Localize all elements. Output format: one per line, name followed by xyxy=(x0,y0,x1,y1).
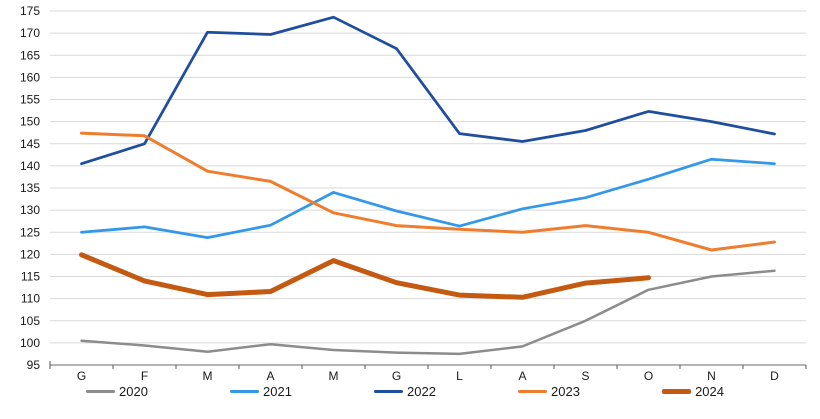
x-axis-label: M xyxy=(203,369,213,383)
legend-label: 2021 xyxy=(263,384,292,399)
legend-item-2022: 2022 xyxy=(374,384,436,399)
y-axis-label: 110 xyxy=(21,292,40,306)
y-axis-label: 115 xyxy=(21,270,40,284)
legend-label: 2020 xyxy=(119,384,148,399)
y-axis-label: 165 xyxy=(20,48,40,62)
legend-item-2024: 2024 xyxy=(662,384,724,399)
x-axis-label: N xyxy=(707,369,716,383)
x-axis-label: F xyxy=(141,369,148,383)
y-axis-label: 120 xyxy=(20,247,40,261)
series-line-2020 xyxy=(80,269,776,356)
y-axis-label: 125 xyxy=(20,225,40,239)
legend-swatch-2022 xyxy=(374,390,404,393)
legend-swatch-2024 xyxy=(662,389,692,394)
series-line-2023 xyxy=(80,131,776,252)
x-axis-label: A xyxy=(518,369,526,383)
x-axis-label: A xyxy=(266,369,274,383)
series-line-2021 xyxy=(80,157,776,239)
y-axis-label: 135 xyxy=(20,181,40,195)
legend-item-2020: 2020 xyxy=(86,384,148,399)
x-axis-label: S xyxy=(581,369,589,383)
legend-swatch-2021 xyxy=(230,390,260,393)
x-axis-label: G xyxy=(77,369,86,383)
legend-swatch-2020 xyxy=(86,390,115,393)
y-axis-label: 175 xyxy=(20,4,40,18)
legend-item-2021: 2021 xyxy=(230,384,292,399)
x-axis-label: M xyxy=(329,369,339,383)
x-axis-label: D xyxy=(770,369,779,383)
legend-swatch-2023 xyxy=(518,390,548,393)
series-line-2022 xyxy=(80,15,776,166)
y-axis-label: 155 xyxy=(20,93,40,107)
plot-area: 95 100 105 110 115 120 125 130 135 140 145 150 155 16… xyxy=(20,4,807,383)
series-line-2024 xyxy=(79,252,651,300)
y-axis-label: 100 xyxy=(20,336,40,350)
legend-label: 2022 xyxy=(407,384,436,399)
y-axis-label: 105 xyxy=(20,314,40,328)
y-axis-label: 130 xyxy=(20,203,40,217)
y-axis-label: 150 xyxy=(20,115,40,129)
legend: 2020 2021 2022 2023 2024 xyxy=(86,384,724,399)
y-axis-label: 160 xyxy=(20,70,40,84)
legend-item-2023: 2023 xyxy=(518,384,580,399)
x-axis-label: L xyxy=(456,369,463,383)
y-axis-label: 95 xyxy=(27,358,41,372)
y-axis-label: 145 xyxy=(20,137,40,151)
x-axis-label: O xyxy=(644,369,653,383)
x-axis-label: G xyxy=(392,369,401,383)
legend-label: 2023 xyxy=(551,384,580,399)
y-axis-label: 140 xyxy=(20,159,40,173)
y-axis-label: 170 xyxy=(20,26,40,40)
legend-label: 2024 xyxy=(695,384,724,399)
